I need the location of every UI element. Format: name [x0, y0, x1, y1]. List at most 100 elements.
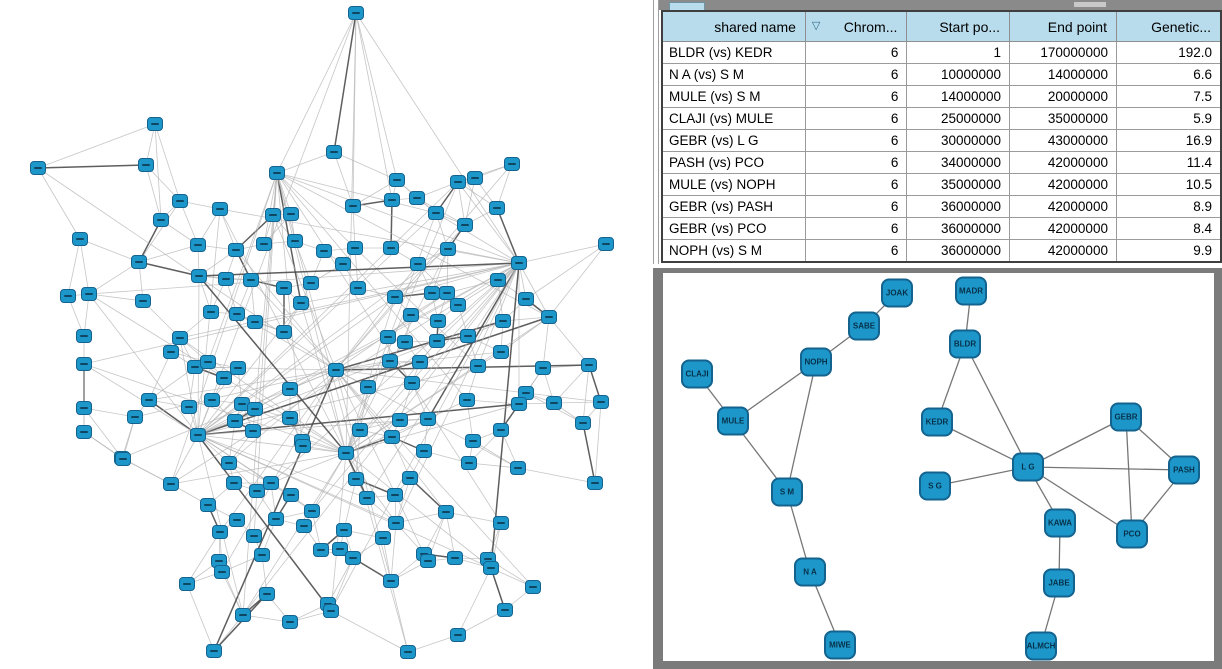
graph-node[interactable]	[457, 218, 473, 232]
network-node-gebr[interactable]: GEBR	[1110, 402, 1142, 432]
table-cell[interactable]: 5.9	[1115, 107, 1222, 130]
table-cell[interactable]: 36000000	[906, 239, 1011, 263]
graph-edge[interactable]	[1027, 416, 1127, 468]
table-cell[interactable]: 36000000	[906, 195, 1011, 218]
graph-node[interactable]	[490, 273, 506, 287]
graph-node[interactable]	[76, 357, 92, 371]
table-row[interactable]: MULE (vs) S M 6 14000000 20000000 7.5	[661, 85, 1222, 108]
table-cell[interactable]: 42000000	[1009, 217, 1117, 240]
table-row[interactable]: BLDR (vs) KEDR 6 1 170000000 192.0	[661, 41, 1222, 64]
table-cell[interactable]: 8.4	[1115, 217, 1222, 240]
graph-node[interactable]	[282, 615, 298, 629]
graph-node[interactable]	[316, 244, 332, 258]
table-row[interactable]: NOPH (vs) S M 6 36000000 42000000 9.9	[661, 239, 1222, 263]
cell-shared-name[interactable]: GEBR (vs) PASH	[661, 195, 806, 218]
graph-node[interactable]	[350, 281, 366, 295]
network-node-lg[interactable]: L G	[1012, 452, 1044, 482]
graph-node[interactable]	[214, 565, 230, 579]
cell-shared-name[interactable]: GEBR (vs) L G	[661, 129, 806, 152]
table-row[interactable]: N A (vs) S M 6 10000000 14000000 6.6	[661, 63, 1222, 86]
graph-node[interactable]	[296, 519, 312, 533]
graph-node[interactable]	[416, 444, 432, 458]
graph-node[interactable]	[200, 355, 216, 369]
cell-shared-name[interactable]: GEBR (vs) PCO	[661, 217, 806, 240]
table-cell[interactable]: 6	[804, 41, 908, 64]
graph-node[interactable]	[81, 287, 97, 301]
graph-node[interactable]	[460, 329, 476, 343]
graph-node[interactable]	[204, 393, 220, 407]
graph-node[interactable]	[293, 296, 309, 310]
graph-node[interactable]	[249, 484, 265, 498]
graph-node[interactable]	[439, 286, 455, 300]
graph-node[interactable]	[409, 191, 425, 205]
graph-node[interactable]	[360, 380, 376, 394]
graph-node[interactable]	[181, 400, 197, 414]
table-cell[interactable]: 35000000	[1009, 107, 1117, 130]
graph-node[interactable]	[287, 234, 303, 248]
graph-node[interactable]	[388, 516, 404, 530]
graph-node[interactable]	[191, 269, 207, 283]
graph-node[interactable]	[504, 157, 520, 171]
table-cell[interactable]: 42000000	[1009, 151, 1117, 174]
graph-node[interactable]	[402, 471, 418, 485]
table-cell[interactable]: 6	[804, 85, 908, 108]
graph-node[interactable]	[424, 286, 440, 300]
table-cell[interactable]: 43000000	[1009, 129, 1117, 152]
graph-node[interactable]	[179, 577, 195, 591]
column-header-end-point[interactable]: End point	[1009, 10, 1117, 42]
network-node-joak[interactable]: JOAK	[881, 278, 913, 308]
graph-node[interactable]	[392, 413, 408, 427]
graph-node[interactable]	[326, 145, 342, 159]
table-cell[interactable]: 25000000	[906, 107, 1011, 130]
graph-node[interactable]	[380, 330, 396, 344]
graph-node[interactable]	[200, 498, 216, 512]
graph-node[interactable]	[269, 166, 285, 180]
graph-node[interactable]	[131, 255, 147, 269]
graph-node[interactable]	[467, 171, 483, 185]
graph-node[interactable]	[227, 414, 243, 428]
graph-node[interactable]	[332, 542, 348, 556]
graph-node[interactable]	[203, 305, 219, 319]
column-header-shared-name[interactable]: shared name	[661, 10, 806, 42]
graph-node[interactable]	[345, 199, 361, 213]
graph-node[interactable]	[430, 314, 446, 328]
table-cell[interactable]: 14000000	[1009, 63, 1117, 86]
graph-node[interactable]	[581, 358, 597, 372]
table-row[interactable]: CLAJI (vs) MULE 6 25000000 35000000 5.9	[661, 107, 1222, 130]
graph-node[interactable]	[345, 551, 361, 565]
graph-node[interactable]	[295, 439, 311, 453]
graph-node[interactable]	[172, 331, 188, 345]
network-node-kedr[interactable]: KEDR	[921, 407, 953, 437]
graph-node[interactable]	[400, 645, 416, 659]
graph-node[interactable]	[230, 361, 246, 375]
column-header-genetic[interactable]: Genetic...	[1115, 10, 1222, 42]
network-node-bldr[interactable]: BLDR	[949, 329, 981, 359]
graph-node[interactable]	[190, 428, 206, 442]
graph-node[interactable]	[495, 314, 511, 328]
table-tab[interactable]	[669, 2, 705, 10]
graph-node[interactable]	[313, 543, 329, 557]
cell-shared-name[interactable]: BLDR (vs) KEDR	[661, 41, 806, 64]
table-cell[interactable]: 11.4	[1115, 151, 1222, 174]
graph-edge[interactable]	[786, 361, 817, 493]
cell-shared-name[interactable]: N A (vs) S M	[661, 63, 806, 86]
graph-node[interactable]	[153, 213, 169, 227]
table-cell[interactable]: 6	[804, 217, 908, 240]
graph-node[interactable]	[465, 434, 481, 448]
graph-node[interactable]	[382, 354, 398, 368]
column-header-start-po[interactable]: Start po...	[906, 10, 1011, 42]
graph-node[interactable]	[352, 423, 368, 437]
graph-node[interactable]	[518, 292, 534, 306]
table-cell[interactable]: 42000000	[1009, 195, 1117, 218]
network-node-jabe[interactable]: JABE	[1043, 568, 1075, 598]
table-cell[interactable]: 6	[804, 239, 908, 263]
graph-node[interactable]	[141, 393, 157, 407]
graph-node[interactable]	[546, 396, 562, 410]
graph-node[interactable]	[511, 397, 527, 411]
table-row[interactable]: GEBR (vs) PASH 6 36000000 42000000 8.9	[661, 195, 1222, 218]
table-cell[interactable]: 34000000	[906, 151, 1011, 174]
graph-node[interactable]	[254, 548, 270, 562]
column-header-chrom[interactable]: ▽ Chrom...	[804, 10, 908, 42]
table-row[interactable]: GEBR (vs) L G 6 30000000 43000000 16.9	[661, 129, 1222, 152]
graph-node[interactable]	[412, 355, 428, 369]
